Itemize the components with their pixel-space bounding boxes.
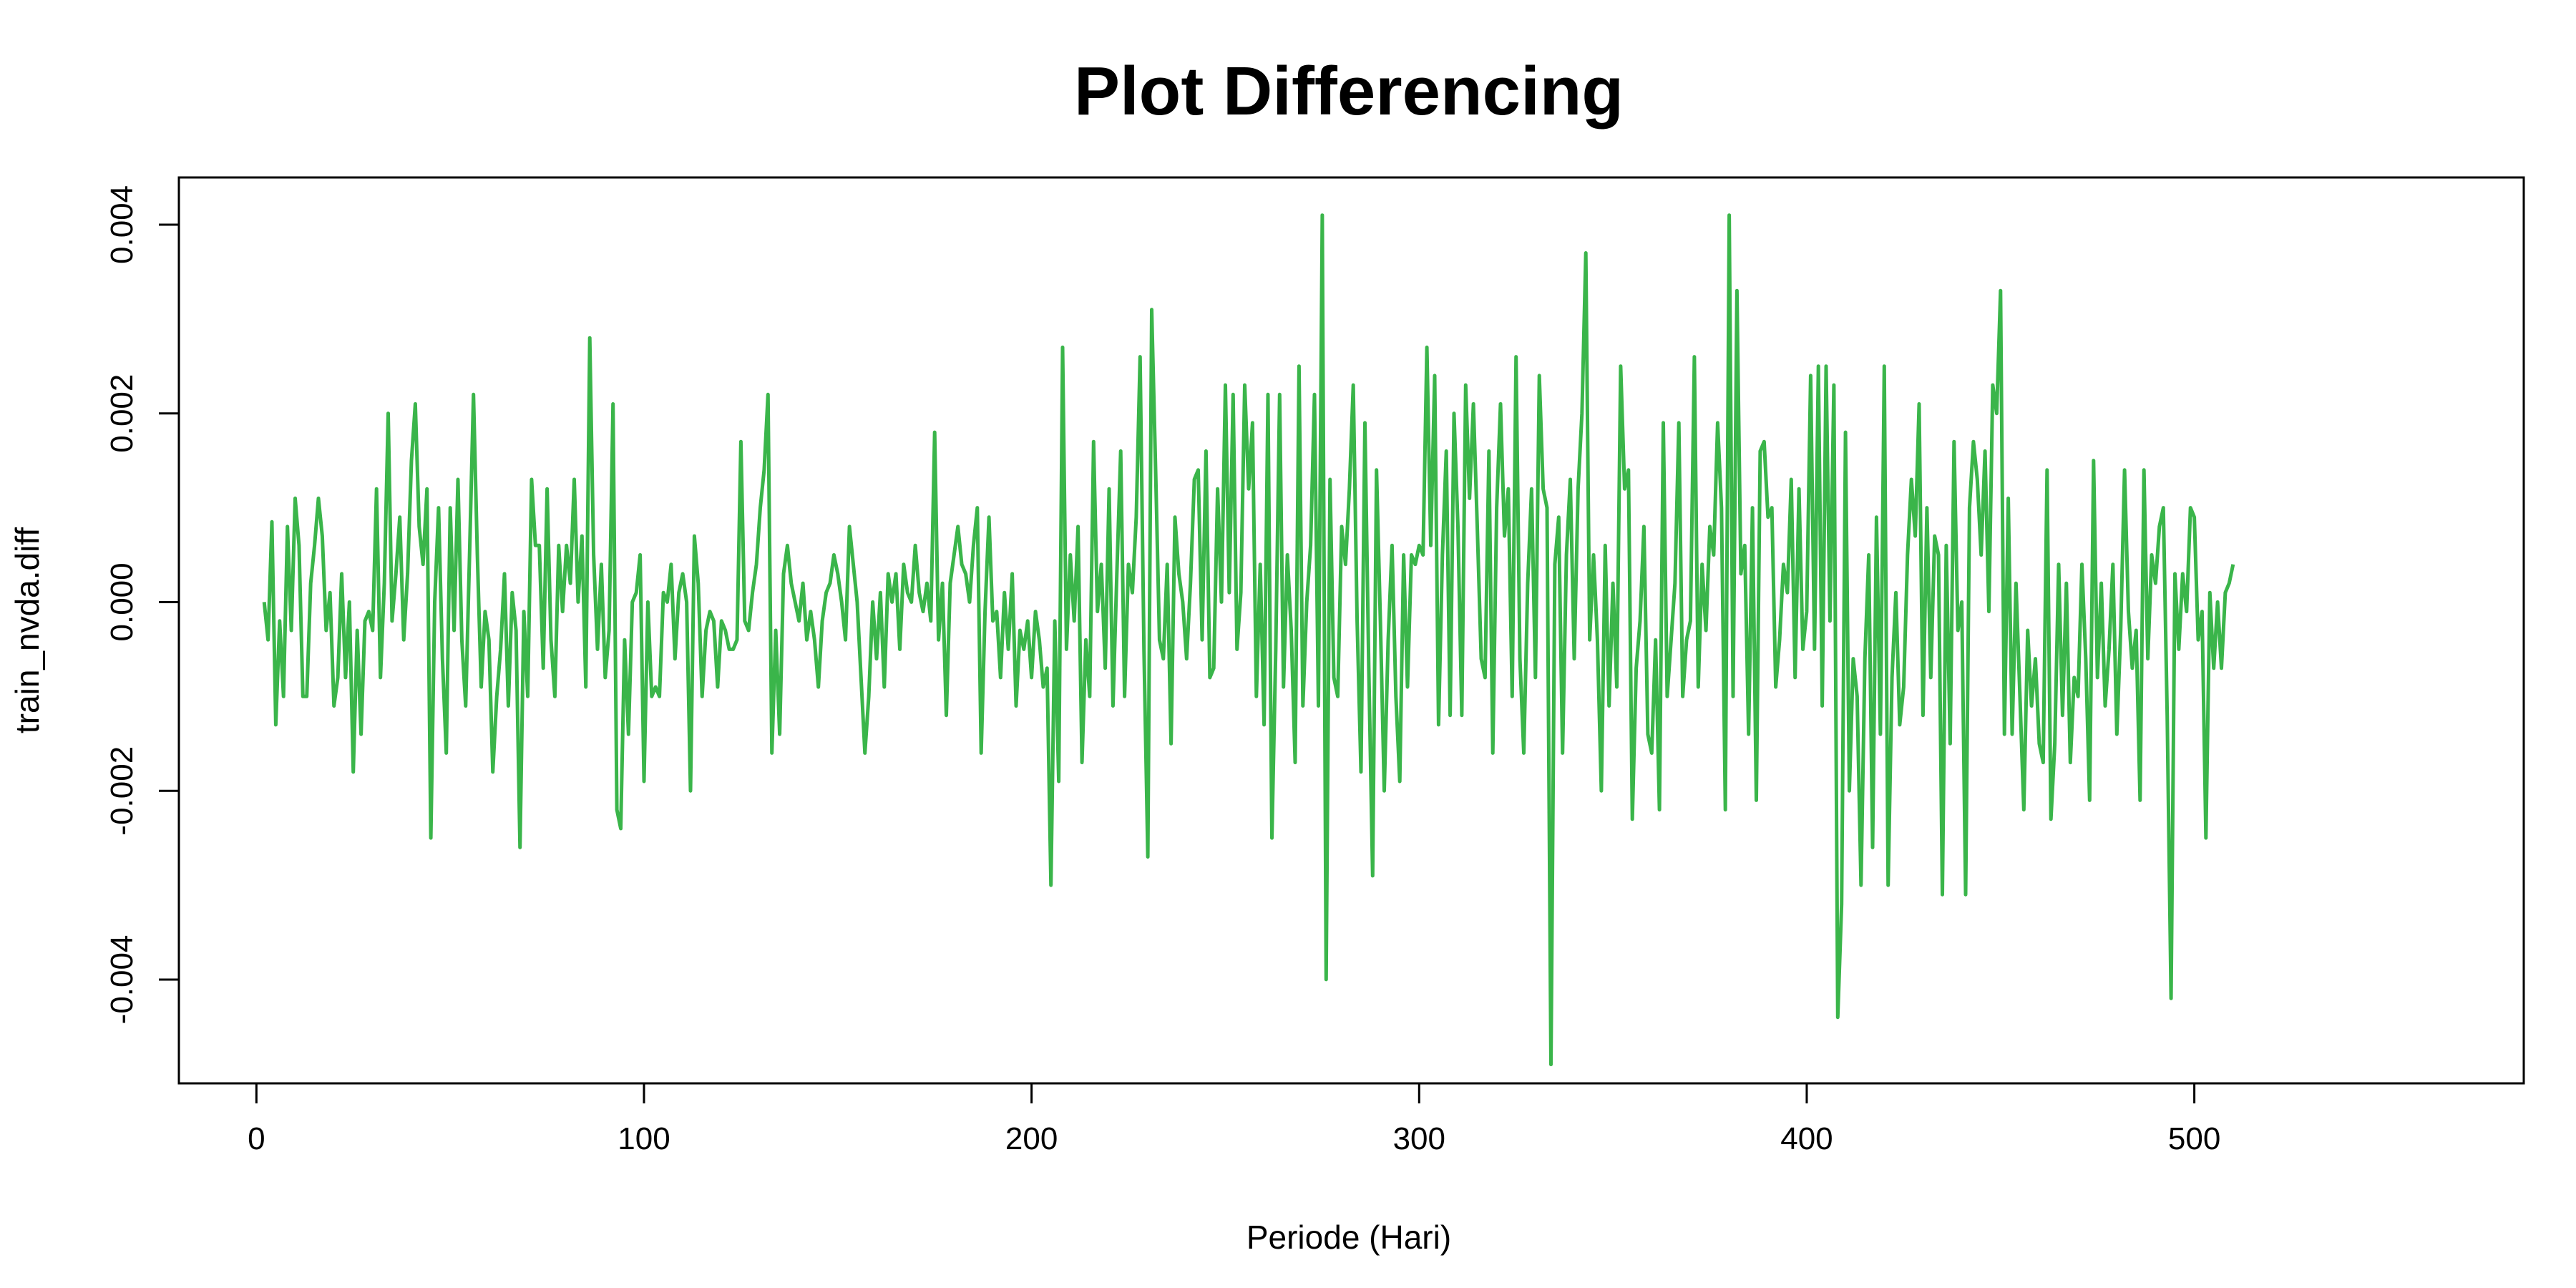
x-tick-label: 200 [1005, 1121, 1058, 1156]
series-layer [262, 213, 2235, 1067]
x-axis-label: Periode (Hari) [1246, 1219, 1451, 1256]
y-axis: -0.004 -0.002 0.000 0.002 0.004 [104, 185, 180, 1025]
chart-title: Plot Differencing [1074, 53, 1624, 130]
y-tick-label: -0.002 [104, 746, 140, 836]
y-tick-label: 0.002 [104, 374, 140, 453]
y-axis-label: train_nvda.diff [9, 527, 46, 733]
series-line-0 [262, 213, 2235, 1067]
x-tick-label: 100 [618, 1121, 670, 1156]
y-tick-label: 0.004 [104, 185, 140, 264]
y-tick-label: -0.004 [104, 935, 140, 1025]
x-tick-label: 500 [2168, 1121, 2220, 1156]
x-tick-label: 400 [1780, 1121, 1833, 1156]
y-tick-label: 0.000 [104, 562, 140, 641]
x-tick-label: 0 [248, 1121, 265, 1156]
x-tick-label: 300 [1393, 1121, 1445, 1156]
x-axis: 0 100 200 300 400 500 [248, 1082, 2220, 1156]
